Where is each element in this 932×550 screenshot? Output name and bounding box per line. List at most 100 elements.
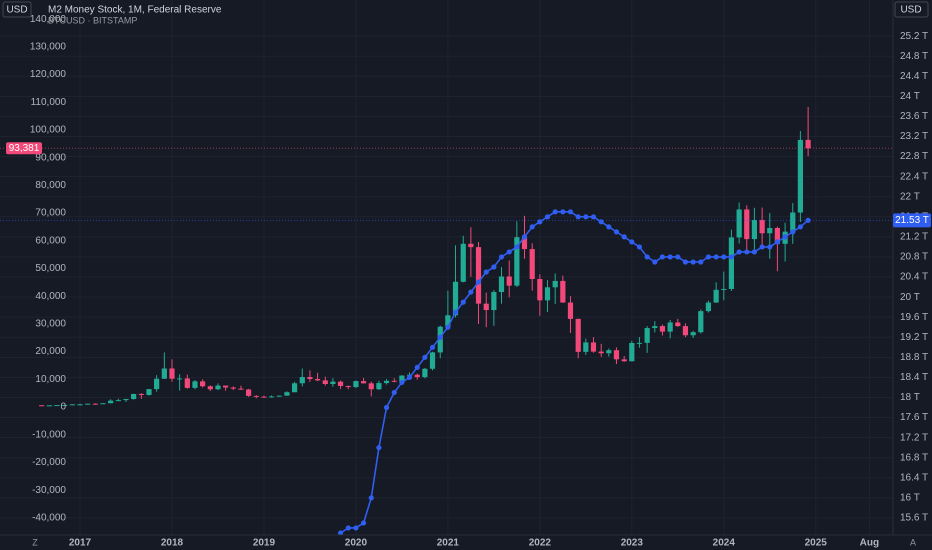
line-point [629,239,635,245]
y2-tick-label: 24.8 T [900,51,928,62]
line-point [583,214,589,220]
candle-body [253,395,259,397]
candle-body [154,378,160,390]
currency-box-right[interactable] [894,1,929,18]
line-point [360,520,367,526]
line-point [491,264,497,270]
line-point [560,209,566,215]
candle-body [238,388,244,390]
y2-tick-label: 18.4 T [900,372,928,383]
line-point [705,254,712,260]
y-tick-label: 140,000 [30,14,67,25]
candle-body [736,209,742,238]
line-point [383,404,390,411]
currency-box[interactable] [2,1,32,18]
line-point [690,259,696,265]
line-point [537,219,543,225]
legend-entry[interactable]: BTCUSD · BITSTAMP [48,15,137,25]
y2-tick-label: 19.6 T [900,312,928,323]
candle-body [200,381,206,387]
currency-left[interactable]: USD [6,5,27,16]
candle-body [383,380,390,384]
candle-body [575,318,581,352]
y-tick-label: 10,000 [35,374,66,385]
candle-body [54,405,60,407]
candle-body [460,243,466,282]
line-point [606,224,612,230]
candle-body [62,404,68,406]
x-tick-label: 2025 [805,538,828,549]
candle-body [123,399,129,401]
y2-tick-label: 20.8 T [900,252,928,263]
candle-body [268,396,275,398]
candle-body [115,400,121,402]
candle-body [299,377,305,384]
candle-body [314,379,321,381]
candle-body [330,381,336,385]
x-tick-label: 2017 [69,538,92,549]
y2-tick-label: 18.8 T [900,352,928,363]
candle-body [291,383,298,393]
line-point [399,379,405,386]
candle-body [675,322,681,327]
line-point [782,234,788,240]
candle-body [353,381,359,388]
candle-body [77,404,83,406]
candle-body [797,139,803,213]
candle-body [368,383,374,390]
candle-body [728,237,735,289]
line-point [521,234,528,240]
candle-body [514,237,520,286]
line-point [368,495,374,501]
timezone-icon[interactable]: Z [32,537,38,547]
y2-tick-label: 20.4 T [900,272,928,283]
line-point [514,244,520,250]
line-point [552,209,558,215]
y-tick-label: -10,000 [32,429,66,440]
y2-tick-label: 17.6 T [900,412,928,423]
candle-body [498,276,505,293]
candle-body [108,400,114,404]
legend-entry[interactable]: M2 Money Stock, 1M, Federal Reserve [48,5,222,16]
y2-tick-label: 22 T [900,191,920,202]
candle-body [399,375,405,382]
candle-body [192,381,198,388]
candle-body [491,292,497,311]
line-point [475,279,482,285]
y2-tick-label: 16 T [900,493,920,504]
last-price-tag [6,142,42,155]
currency-right[interactable]: USD [900,5,921,16]
candle-body [690,332,696,336]
auto-scale-icon[interactable]: A [910,537,916,547]
candle-body [751,219,758,240]
candle-body [138,393,144,395]
x-tick-label: 2018 [161,538,184,549]
candle-body [230,387,236,389]
y-tick-label: 50,000 [35,263,66,274]
candle-body [414,374,420,378]
line-point [805,217,811,223]
line-point [376,445,382,451]
line-point [744,249,750,255]
candle-body [146,389,152,395]
y-tick-label: -20,000 [32,457,66,468]
y2-tick-label: 23.6 T [900,111,928,122]
candle-body [445,315,451,327]
candle-body [475,247,482,304]
last-price-label: 93,381 [9,143,40,154]
x-tick-label: 2019 [253,538,276,549]
candle-body [667,322,673,332]
candle-body [376,383,382,390]
line-point [728,254,735,260]
candle-body [705,302,712,312]
candle-body [805,139,811,149]
candle-body [567,302,574,319]
line-point [353,525,359,531]
y2-tick-label: 17.2 T [900,432,928,443]
line-point [652,259,658,265]
candle-body [131,393,137,400]
candle-body [161,368,167,379]
candle-body [529,249,535,279]
candle-body [636,342,643,344]
y-tick-label: -30,000 [32,485,66,496]
